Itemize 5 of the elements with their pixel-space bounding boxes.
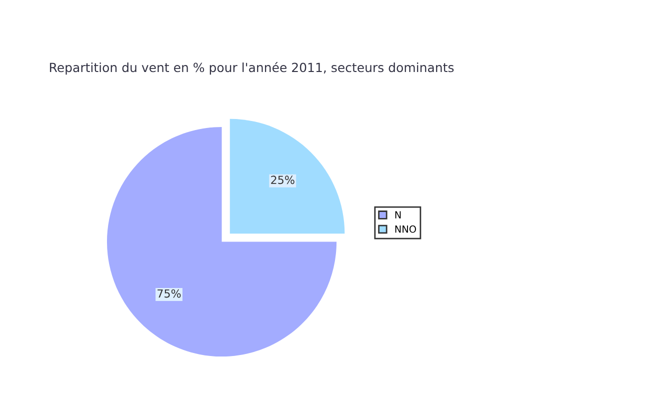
data-label: 25% xyxy=(271,176,294,184)
legend-label: N xyxy=(395,211,401,218)
data-label: 75% xyxy=(158,289,181,298)
legend-label: NNO xyxy=(395,225,416,233)
chart-title: Repartition du vent en % pour l'année 2011, secteurs dominants xyxy=(50,62,454,75)
